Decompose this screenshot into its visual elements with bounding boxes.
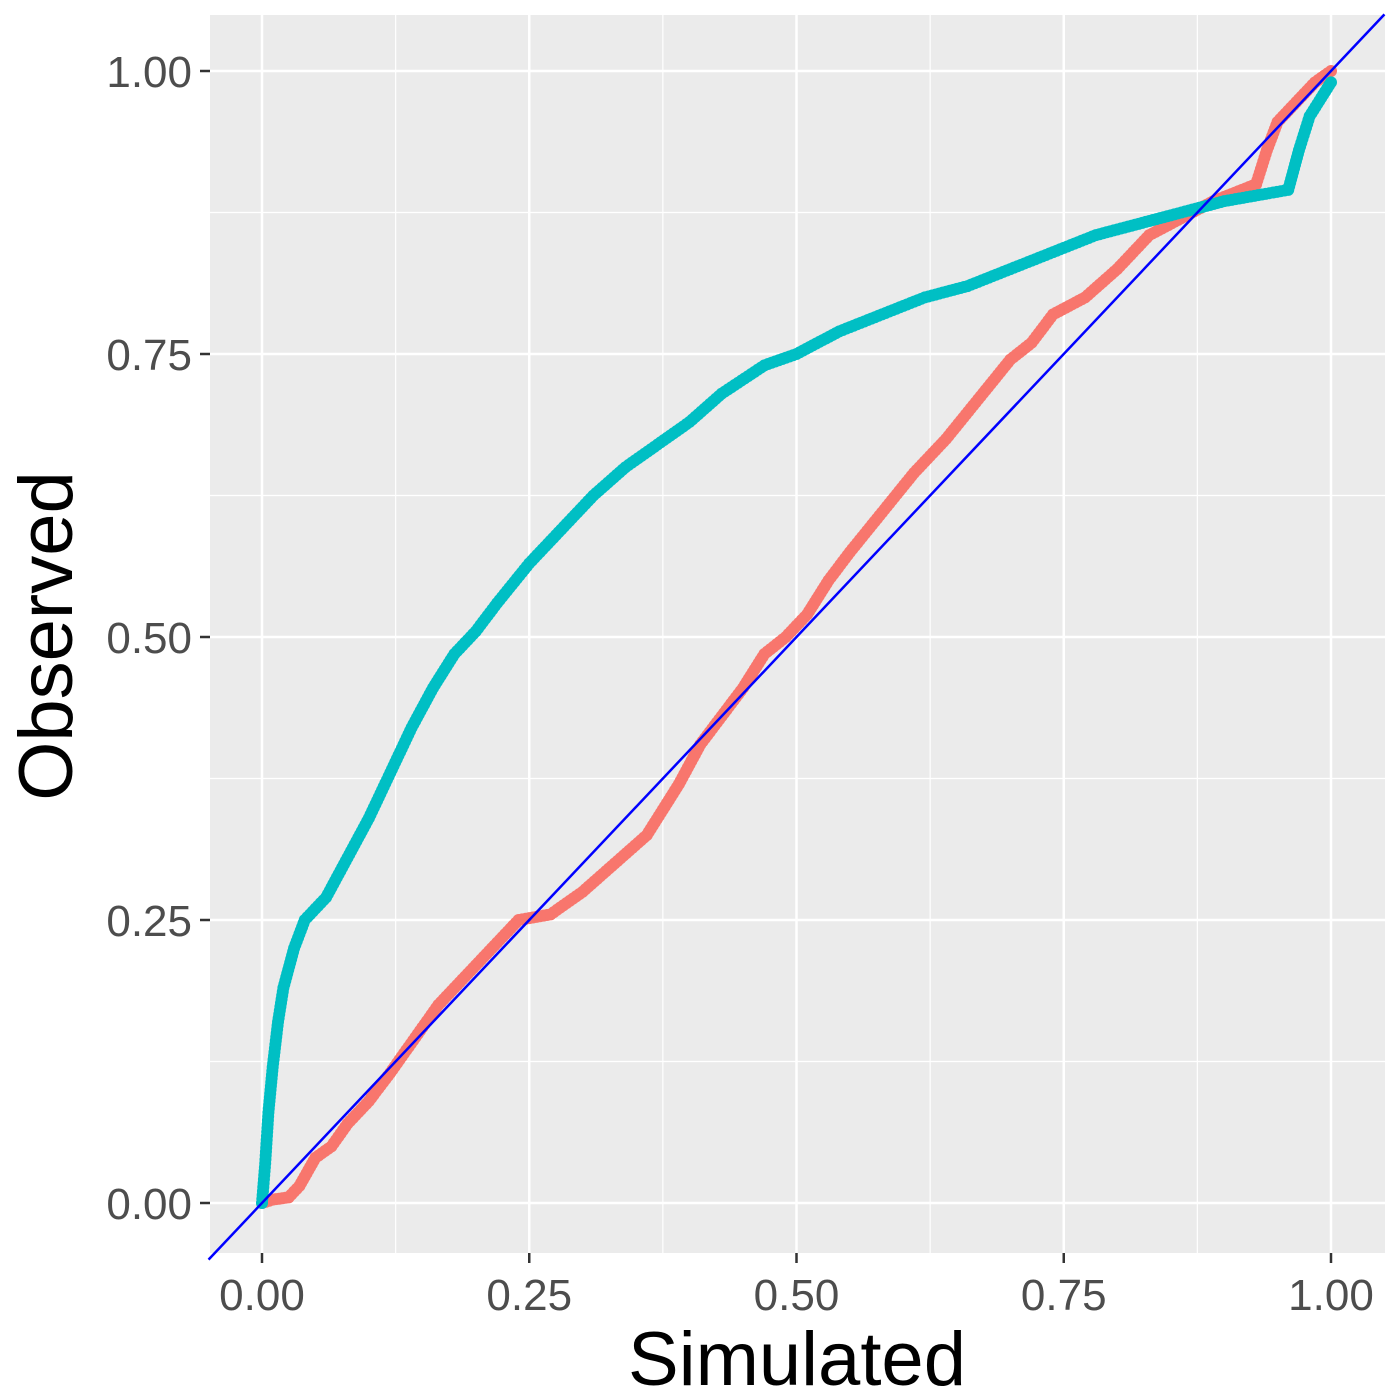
x-tick-label: 1.00: [1288, 1271, 1374, 1320]
y-tick-label: 0.00: [106, 1180, 192, 1229]
x-tick-label: 0.75: [1021, 1271, 1107, 1320]
x-tick-label: 0.25: [486, 1271, 572, 1320]
reference-line: [207, 13, 1386, 1261]
x-tick-label: 0.50: [754, 1271, 840, 1320]
series-teal: [256, 76, 1337, 1209]
y-axis-title: Observed: [4, 471, 89, 801]
data-point: [1325, 76, 1337, 89]
y-tick-label: 0.50: [106, 614, 192, 663]
x-tick-label: 0.00: [219, 1271, 305, 1320]
x-axis-title: Simulated: [628, 1317, 966, 1400]
axis-layer: 0.00 0.25 0.50 0.75 1.00 0.00 0.25 0.50 0.75 1.00: [106, 48, 1373, 1320]
refline-layer: [207, 13, 1386, 1261]
points-layer: [256, 65, 1337, 1209]
y-tick-label: 0.75: [106, 331, 192, 380]
y-tick-label: 1.00: [106, 48, 192, 97]
y-tick-label: 0.25: [106, 897, 192, 946]
